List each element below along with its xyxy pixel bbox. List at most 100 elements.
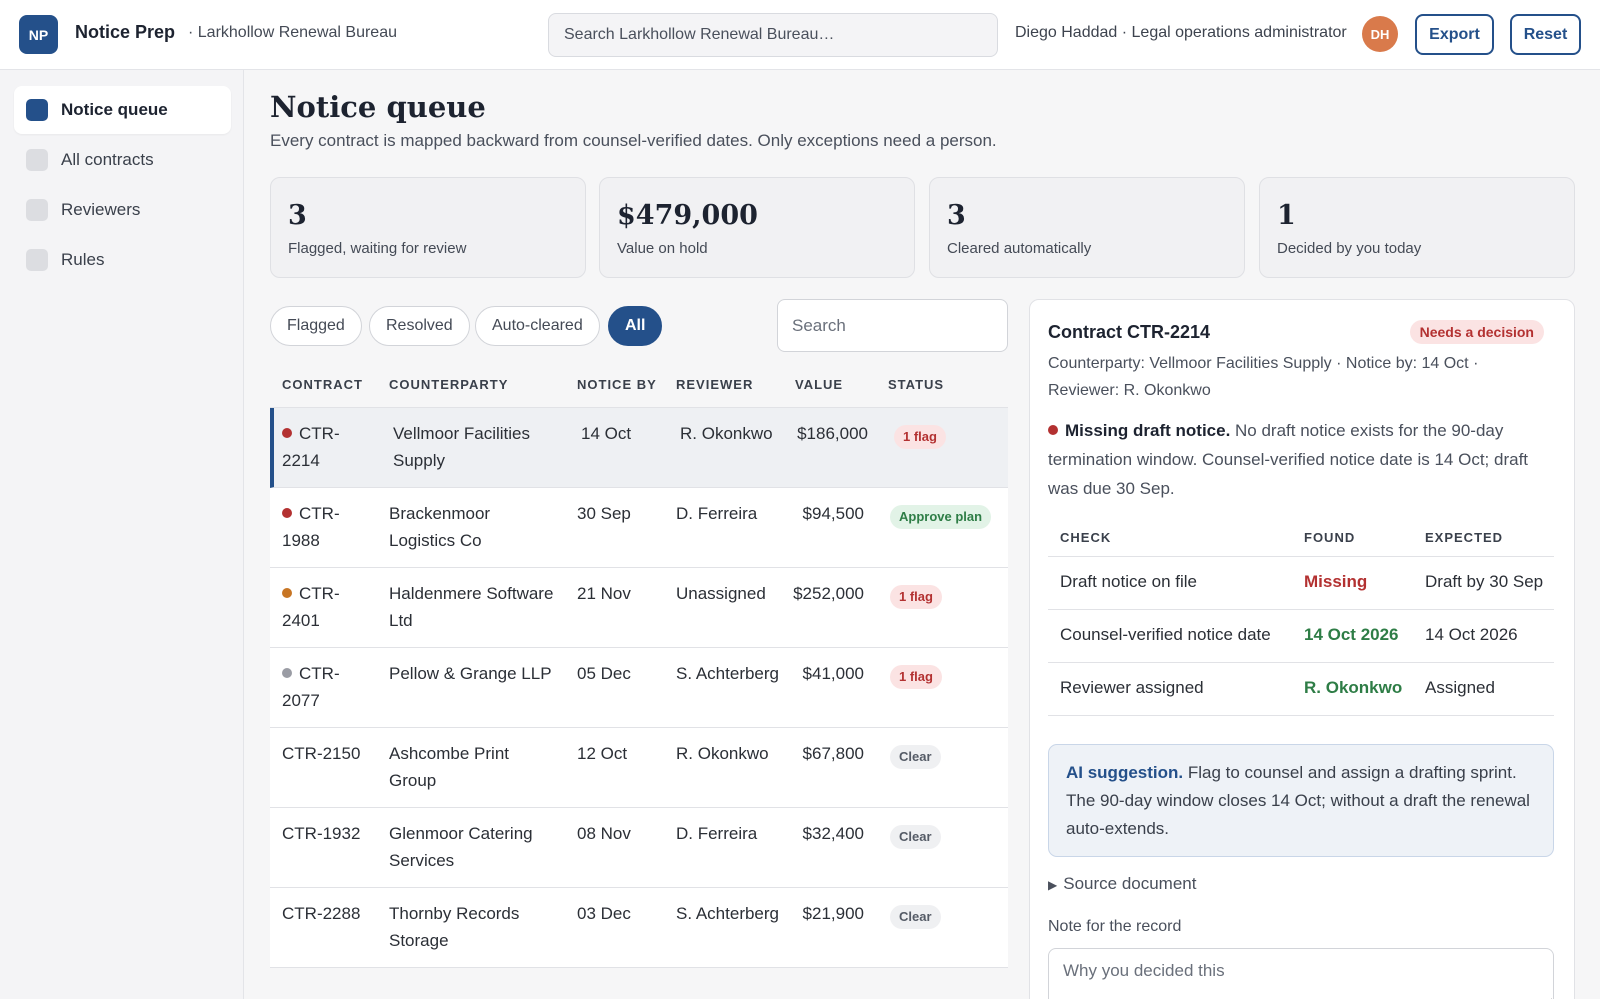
reset-button[interactable]: Reset [1510,14,1581,55]
check-row: Counsel-verified notice date 14 Oct 2026 1… [1048,610,1554,663]
notice-queue-icon [26,99,48,121]
reviewers-icon [26,199,48,221]
column-header-counterparty[interactable]: Counterparty [389,377,509,392]
contract-value: $94,500 [802,504,864,523]
contract-id: CTR-2150 [282,740,372,767]
check-name: Counsel-verified notice date [1060,625,1271,644]
checks-table-header: CHECK FOUND EXPECTED [1048,522,1554,557]
table-search-input[interactable] [777,299,1008,352]
all-contracts-icon [26,149,48,171]
status-badge: Clear [890,905,941,929]
table-row[interactable]: CTR-1932 Glenmoor Catering Services 08 Nov… [270,808,1008,888]
status-badge: 1 flag [890,665,942,689]
column-header-expected: EXPECTED [1425,530,1504,545]
check-found: R. Okonkwo [1304,678,1403,697]
notice-by: 08 Nov [577,824,631,843]
status-cell: Approve plan [890,502,992,529]
table-header: Contract Counterparty Notice by Reviewer… [270,368,1008,408]
page-subtitle: Every contract is mapped backward from c… [270,131,997,150]
counterparty: Haldenmere Software Ltd [389,584,554,630]
org-name: · Larkhollow Renewal Bureau [188,24,397,41]
check-row: Draft notice on file Missing Draft by 30 S… [1048,557,1554,610]
sidebar-item-rules[interactable]: Rules [14,236,231,284]
filter-chip-flagged[interactable]: Flagged [270,306,362,346]
reviewer: R. Okonkwo [676,744,769,763]
column-header-value[interactable]: Value [795,377,844,392]
contract-id: CTR-2077 [282,660,372,714]
top-bar: NP Notice Prep · Larkhollow Renewal Bure… [0,0,1600,70]
check-name: Reviewer assigned [1060,678,1204,697]
reviewer: S. Achterberg [676,904,780,923]
flag-dot-icon [1048,425,1058,435]
contract-id: CTR-2288 [282,900,372,927]
contract-id-text: CTR-2288 [282,904,361,923]
column-header-reviewer[interactable]: Reviewer [676,377,754,392]
source-document-toggle[interactable]: ▶ Source document [1048,874,1196,894]
column-header-contract[interactable]: Contract [282,377,363,392]
sidebar-item-label: Rules [61,250,105,269]
sidebar-item-label: All contracts [61,150,154,169]
column-header-check: CHECK [1060,530,1112,545]
check-name: Draft notice on file [1060,572,1198,591]
filter-chip-resolved[interactable]: Resolved [369,306,470,346]
status-badge: Clear [890,745,941,769]
contract-value: $32,400 [802,824,864,843]
stat-label: Flagged, waiting for review [288,240,467,257]
check-found: Missing [1304,572,1368,591]
status-cell: 1 flag [890,582,942,609]
stat-value: 3 [288,200,307,231]
checks-body: Draft notice on file Missing Draft by 30 S… [1048,557,1554,716]
avatar[interactable]: DH [1362,16,1398,52]
contract-value: $41,000 [802,664,864,683]
app-logo[interactable]: NP [19,15,58,54]
table-row[interactable]: CTR-2401 Haldenmere Software Ltd 21 Nov Una… [270,568,1008,648]
global-search-input[interactable] [548,13,998,57]
status-badge: Needs a decision [1409,320,1544,344]
note-label: Note for the record [1048,918,1182,935]
contract-id-text: CTR-2214 [282,424,340,470]
stat-card-value-on-hold: $479,000 Value on hold [599,177,915,278]
reviewer: Unassigned [676,584,766,603]
contract-id: CTR-1988 [282,500,372,554]
status-dot-icon [282,588,292,598]
counterparty: Ashcombe Print Group [389,744,509,790]
export-button[interactable]: Export [1415,14,1494,55]
sidebar-item-all-contracts[interactable]: All contracts [14,136,231,184]
status-cell: Clear [890,902,941,929]
status-cell: Clear [890,822,941,849]
table-row[interactable]: CTR-2214 Vellmoor Facilities Supply 14 Oct… [270,408,1008,488]
contract-value: $186,000 [797,424,868,443]
reviewer: R. Okonkwo [680,424,773,443]
contract-id-text: CTR-2150 [282,744,361,763]
detail-meta: Counterparty: Vellmoor Facilities Supply… [1048,355,1479,399]
notice-by: 30 Sep [577,504,631,523]
notice-by: 12 Oct [577,744,628,763]
reviewer: D. Ferreira [676,504,758,523]
contract-value: $67,800 [802,744,864,763]
column-header-status[interactable]: Status [888,377,945,392]
table-row[interactable]: CTR-2288 Thornby Records Storage 03 Dec S. … [270,888,1008,968]
status-badge: Clear [890,825,941,849]
contracts-table: Contract Counterparty Notice by Reviewer… [270,368,1008,968]
status-dot-icon [282,668,292,678]
status-cell: Clear [890,742,941,769]
table-row[interactable]: CTR-2077 Pellow & Grange LLP 05 Dec S. Acht… [270,648,1008,728]
sidebar-item-notice-queue[interactable]: Notice queue [14,86,231,134]
contract-id-text: CTR-1988 [282,504,340,550]
filter-chip-auto-cleared[interactable]: Auto-cleared [475,306,600,346]
column-header-notice-by[interactable]: Notice by [577,377,657,392]
sidebar-item-reviewers[interactable]: Reviewers [14,186,231,234]
stat-value: 1 [1277,200,1296,231]
table-row[interactable]: CTR-2150 Ashcombe Print Group 12 Oct R. Oko… [270,728,1008,808]
note-input[interactable] [1048,948,1554,999]
app-name: Notice Prep [75,22,176,42]
filter-chip-all[interactable]: All [608,306,663,346]
stat-label: Value on hold [617,240,708,257]
contract-detail-panel: Contract CTR-2214 Needs a decision Count… [1029,299,1575,999]
detail-issue: Missing draft notice. No draft notice ex… [1048,416,1550,503]
issue-text: No draft notice exists for the 90-day te… [1048,421,1529,498]
table-row[interactable]: CTR-1988 Brackenmoor Logistics Co 30 Sep D.… [270,488,1008,568]
notice-by: 21 Nov [577,584,631,603]
status-dot-icon [282,428,292,438]
counterparty: Glenmoor Catering Services [389,824,533,870]
